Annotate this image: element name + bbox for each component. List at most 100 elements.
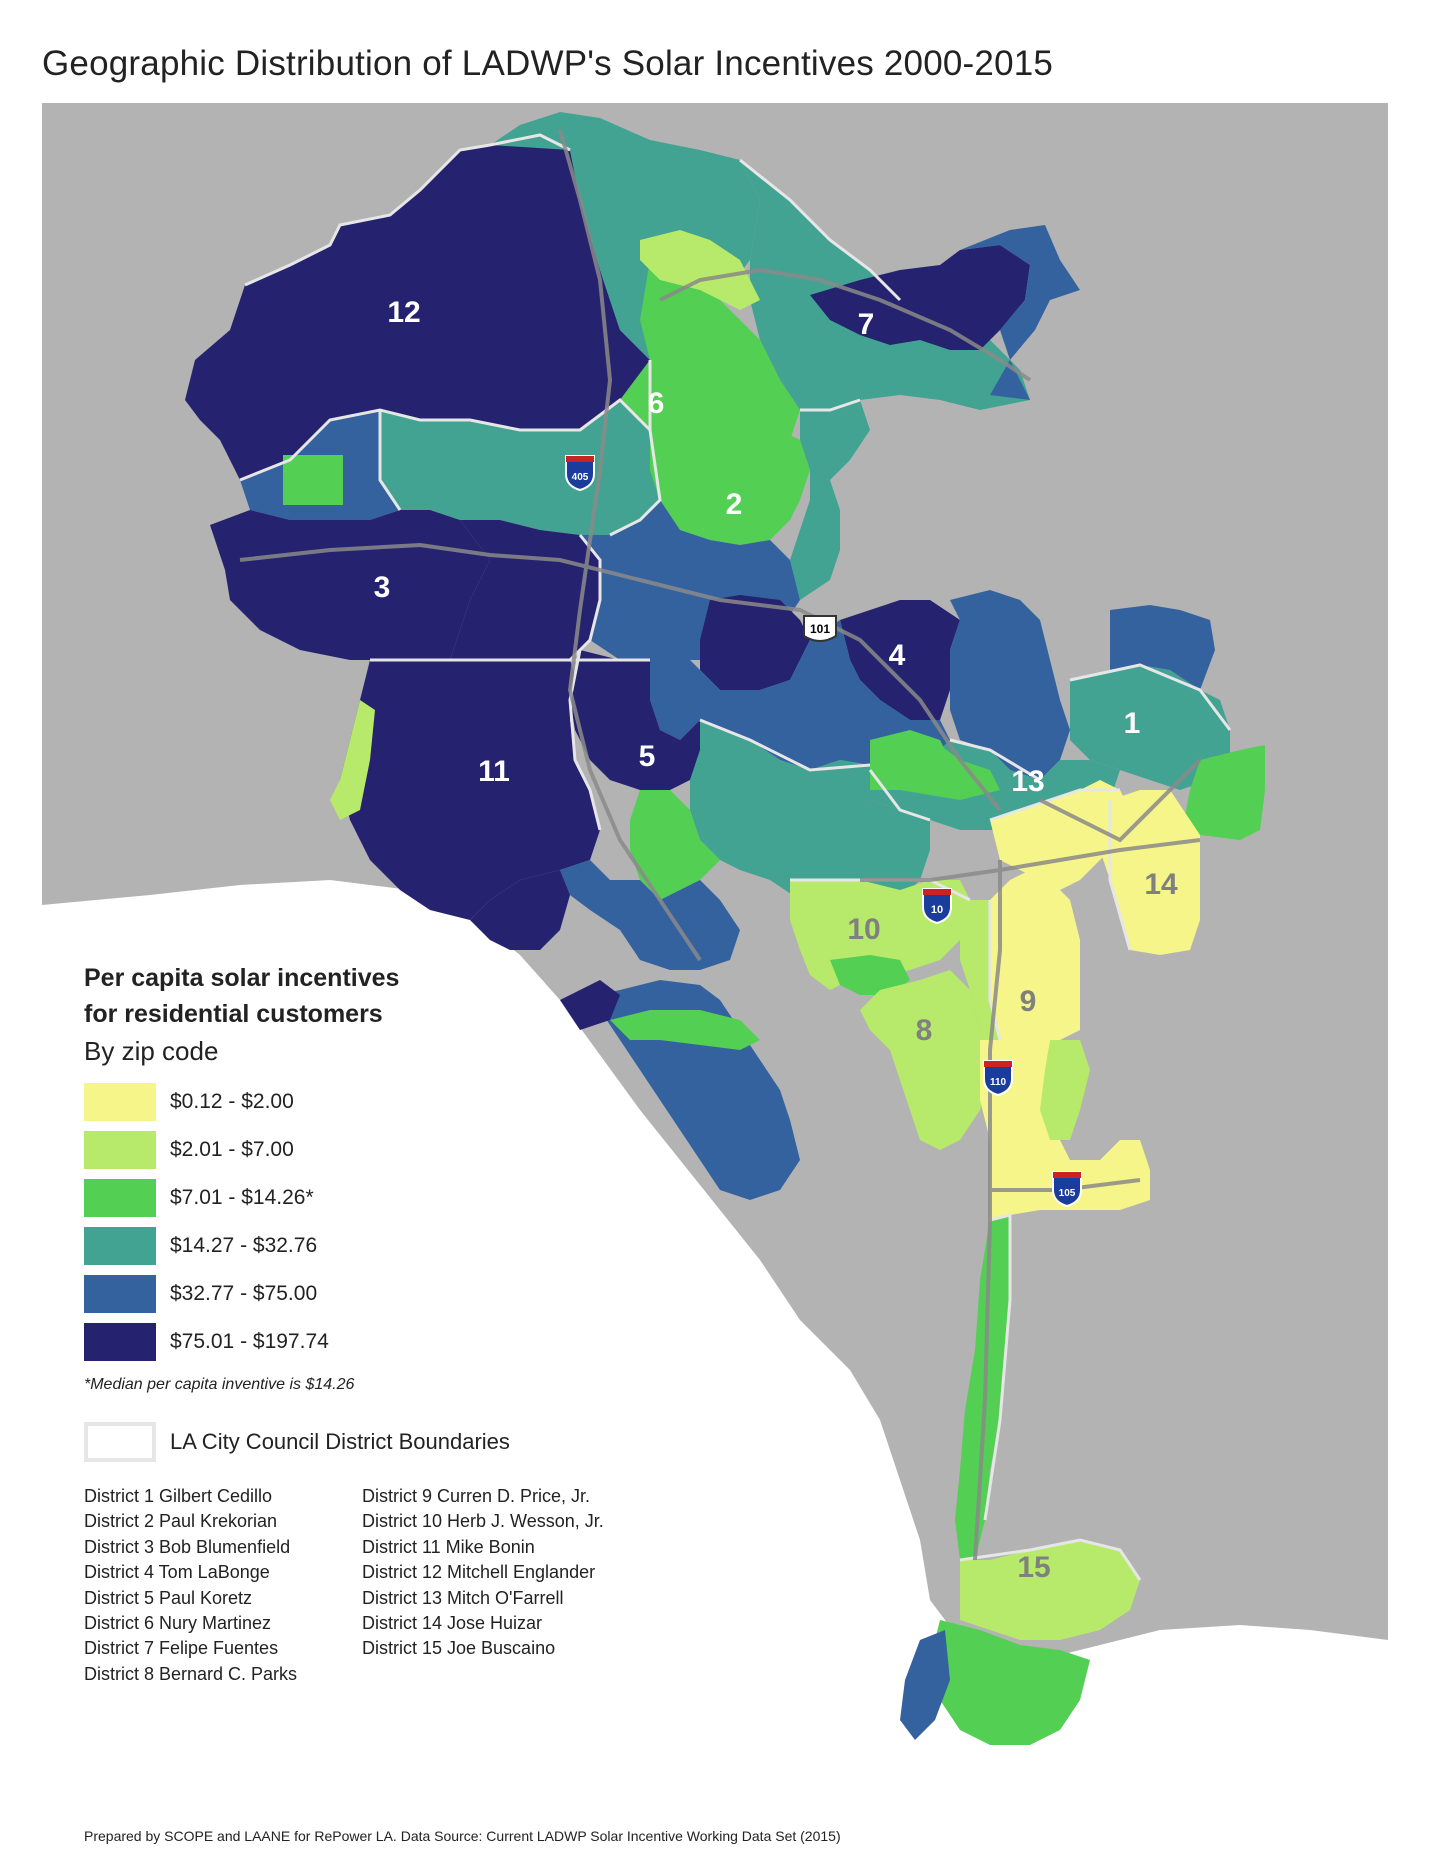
interstate-shield-105: 105 xyxy=(1052,1171,1082,1208)
district-label-10: 10 xyxy=(847,913,880,946)
zip-region-south-yellow xyxy=(980,1040,1150,1220)
map-area: 405 101 10 110 105 12 7 6 2 3 4 xyxy=(42,103,1388,1768)
zip-region-playa-navy xyxy=(560,980,620,1030)
boundary-swatch xyxy=(84,1422,156,1462)
legend: Per capita solar incentives for resident… xyxy=(84,960,684,1687)
district-label-11: 11 xyxy=(478,755,510,788)
district-item-7: District 7 Felipe Fuentes xyxy=(84,1638,279,1659)
zip-region-d1 xyxy=(1070,665,1230,790)
legend-swatch-6 xyxy=(84,1323,156,1361)
district-label-12: 12 xyxy=(387,296,420,329)
zip-region-marvista-blue xyxy=(560,860,740,970)
zip-region-culver-green xyxy=(630,790,720,900)
district-item-3: District 3 Bob Blumenfield xyxy=(84,1536,291,1557)
zip-region-sanpedro xyxy=(930,1620,1090,1745)
district-boundaries xyxy=(239,133,1232,1581)
district-list: District 1 Gilbert Cedillo District 2 Pa… xyxy=(84,1484,684,1687)
interstate-shield-405: 405 xyxy=(565,455,595,492)
district-item-2: District 2 Paul Krekorian xyxy=(84,1511,278,1532)
zip-region-vannuys xyxy=(380,400,660,535)
freeways xyxy=(239,129,1202,1561)
district-label-15: 15 xyxy=(1017,1551,1050,1584)
legend-swatch-1 xyxy=(84,1083,156,1121)
zip-region-d10-green xyxy=(830,955,910,995)
us-shield-101: 101 xyxy=(803,615,837,642)
zip-region-d5 xyxy=(570,650,700,790)
zip-region-d9 xyxy=(990,870,1080,1040)
district-label-2: 2 xyxy=(726,488,743,521)
district-label-13: 13 xyxy=(1011,765,1044,798)
zip-region-d8-south xyxy=(1040,1040,1090,1140)
zip-region-d1-north xyxy=(1110,605,1215,690)
zip-region-eagle-rock-green xyxy=(1185,745,1265,840)
legend-heading-line1: Per capita solar incentives xyxy=(84,964,400,992)
legend-swatch-2 xyxy=(84,1131,156,1169)
legend-bin-1: $0.12 - $2.00 xyxy=(84,1078,684,1126)
legend-label-1: $0.12 - $2.00 xyxy=(170,1090,294,1113)
legend-subheading: By zip code xyxy=(84,1036,219,1066)
interstate-shield-110: 110 xyxy=(983,1060,1013,1097)
district-list-col2: District 9 Curren D. Price, Jr. District… xyxy=(362,1484,640,1687)
legend-label-5: $32.77 - $75.00 xyxy=(170,1282,318,1305)
legend-swatch-5 xyxy=(84,1275,156,1313)
zip-region-downtown-yellow xyxy=(990,780,1130,890)
ocean xyxy=(42,880,1388,1768)
legend-bin-5: $32.77 - $75.00 xyxy=(84,1270,684,1318)
district-item-12: District 12 Mitchell Englander xyxy=(362,1562,596,1583)
zip-region-d6-north xyxy=(640,230,760,310)
zip-region-palisades-green xyxy=(330,700,375,820)
legend-label-4: $14.27 - $32.76 xyxy=(170,1234,318,1257)
district-item-11: District 11 Mike Bonin xyxy=(362,1536,535,1557)
district-item-9: District 9 Curren D. Price, Jr. xyxy=(362,1486,591,1506)
zip-region-hollywood-blue xyxy=(650,620,950,770)
district-item-5: District 5 Paul Koretz xyxy=(84,1587,253,1608)
map-title: Geographic Distribution of LADWP's Solar… xyxy=(42,44,1054,83)
source-footer: Prepared by SCOPE and LAANE for RePower … xyxy=(84,1828,841,1844)
zip-region-d7 xyxy=(810,245,1030,350)
zip-region-d8 xyxy=(860,970,990,1150)
zip-region-nw-valley xyxy=(185,135,650,480)
district-label-4: 4 xyxy=(889,639,906,672)
district-number-labels: 12 7 6 2 3 4 1 11 5 13 14 10 9 8 15 xyxy=(374,296,1178,1584)
zip-region-marina-green xyxy=(610,1010,760,1050)
zip-region-griffith xyxy=(950,590,1070,780)
shield-110-label: 110 xyxy=(990,1077,1007,1088)
legend-label-6: $75.01 - $197.74 xyxy=(170,1330,329,1353)
district-item-4: District 4 Tom LaBonge xyxy=(84,1562,270,1583)
zip-region-harbor-blue xyxy=(900,1630,950,1740)
district-label-5: 5 xyxy=(639,740,656,773)
zip-region-d2 xyxy=(650,420,810,545)
district-item-14: District 14 Jose Huizar xyxy=(362,1613,543,1634)
legend-bin-3: $7.01 - $14.26* xyxy=(84,1174,684,1222)
legend-swatch-3 xyxy=(84,1179,156,1217)
legend-bin-4: $14.27 - $32.76 xyxy=(84,1222,684,1270)
zip-region-midcity-green xyxy=(870,735,1000,800)
shield-101-label: 101 xyxy=(810,622,830,636)
district-item-8: District 8 Bernard C. Parks xyxy=(84,1663,298,1684)
zip-region-d11 xyxy=(340,660,600,920)
district-item-10: District 10 Herb J. Wesson, Jr. xyxy=(362,1511,604,1532)
district-item-15: District 15 Joe Buscaino xyxy=(362,1638,556,1659)
legend-swatch-4 xyxy=(84,1227,156,1265)
zip-region-studio-navy xyxy=(700,595,810,690)
legend-label-3: $7.01 - $14.26* xyxy=(170,1186,314,1209)
shield-10-label: 10 xyxy=(931,904,943,916)
district-label-7: 7 xyxy=(858,308,875,341)
legend-bin-2: $2.01 - $7.00 xyxy=(84,1126,684,1174)
zip-region-venice-navy xyxy=(470,870,570,950)
zip-region-small-green xyxy=(283,455,343,505)
district-label-3: 3 xyxy=(374,571,391,604)
district-label-6: 6 xyxy=(648,387,665,420)
legend-boundary-entry: LA City Council District Boundaries xyxy=(84,1422,684,1462)
district-item-13: District 13 Mitch O'Farrell xyxy=(362,1587,564,1608)
boundary-label: LA City Council District Boundaries xyxy=(170,1429,510,1454)
zip-region-harbor-corridor xyxy=(955,1215,1010,1560)
district-label-9: 9 xyxy=(1020,985,1037,1018)
zip-region-d15 xyxy=(960,1540,1140,1640)
legend-label-2: $2.01 - $7.00 xyxy=(170,1138,294,1161)
district-label-14: 14 xyxy=(1144,868,1178,901)
zip-region-d6 xyxy=(620,260,800,480)
shield-105-label: 105 xyxy=(1059,1188,1076,1199)
shield-405-label: 405 xyxy=(572,472,589,483)
legend-bin-6: $75.01 - $197.74 xyxy=(84,1318,684,1366)
